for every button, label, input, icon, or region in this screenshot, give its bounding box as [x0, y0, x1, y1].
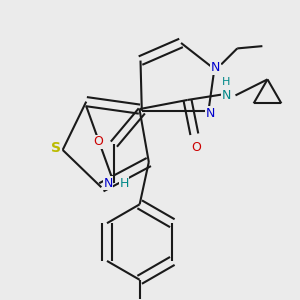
Text: N: N [211, 61, 220, 74]
Text: H: H [222, 77, 230, 87]
Text: N: N [103, 176, 113, 190]
Text: O: O [192, 142, 202, 154]
Text: S: S [51, 141, 61, 155]
Text: O: O [93, 135, 103, 148]
Text: N: N [222, 89, 231, 102]
Text: H: H [119, 176, 129, 190]
Text: N: N [206, 107, 215, 120]
